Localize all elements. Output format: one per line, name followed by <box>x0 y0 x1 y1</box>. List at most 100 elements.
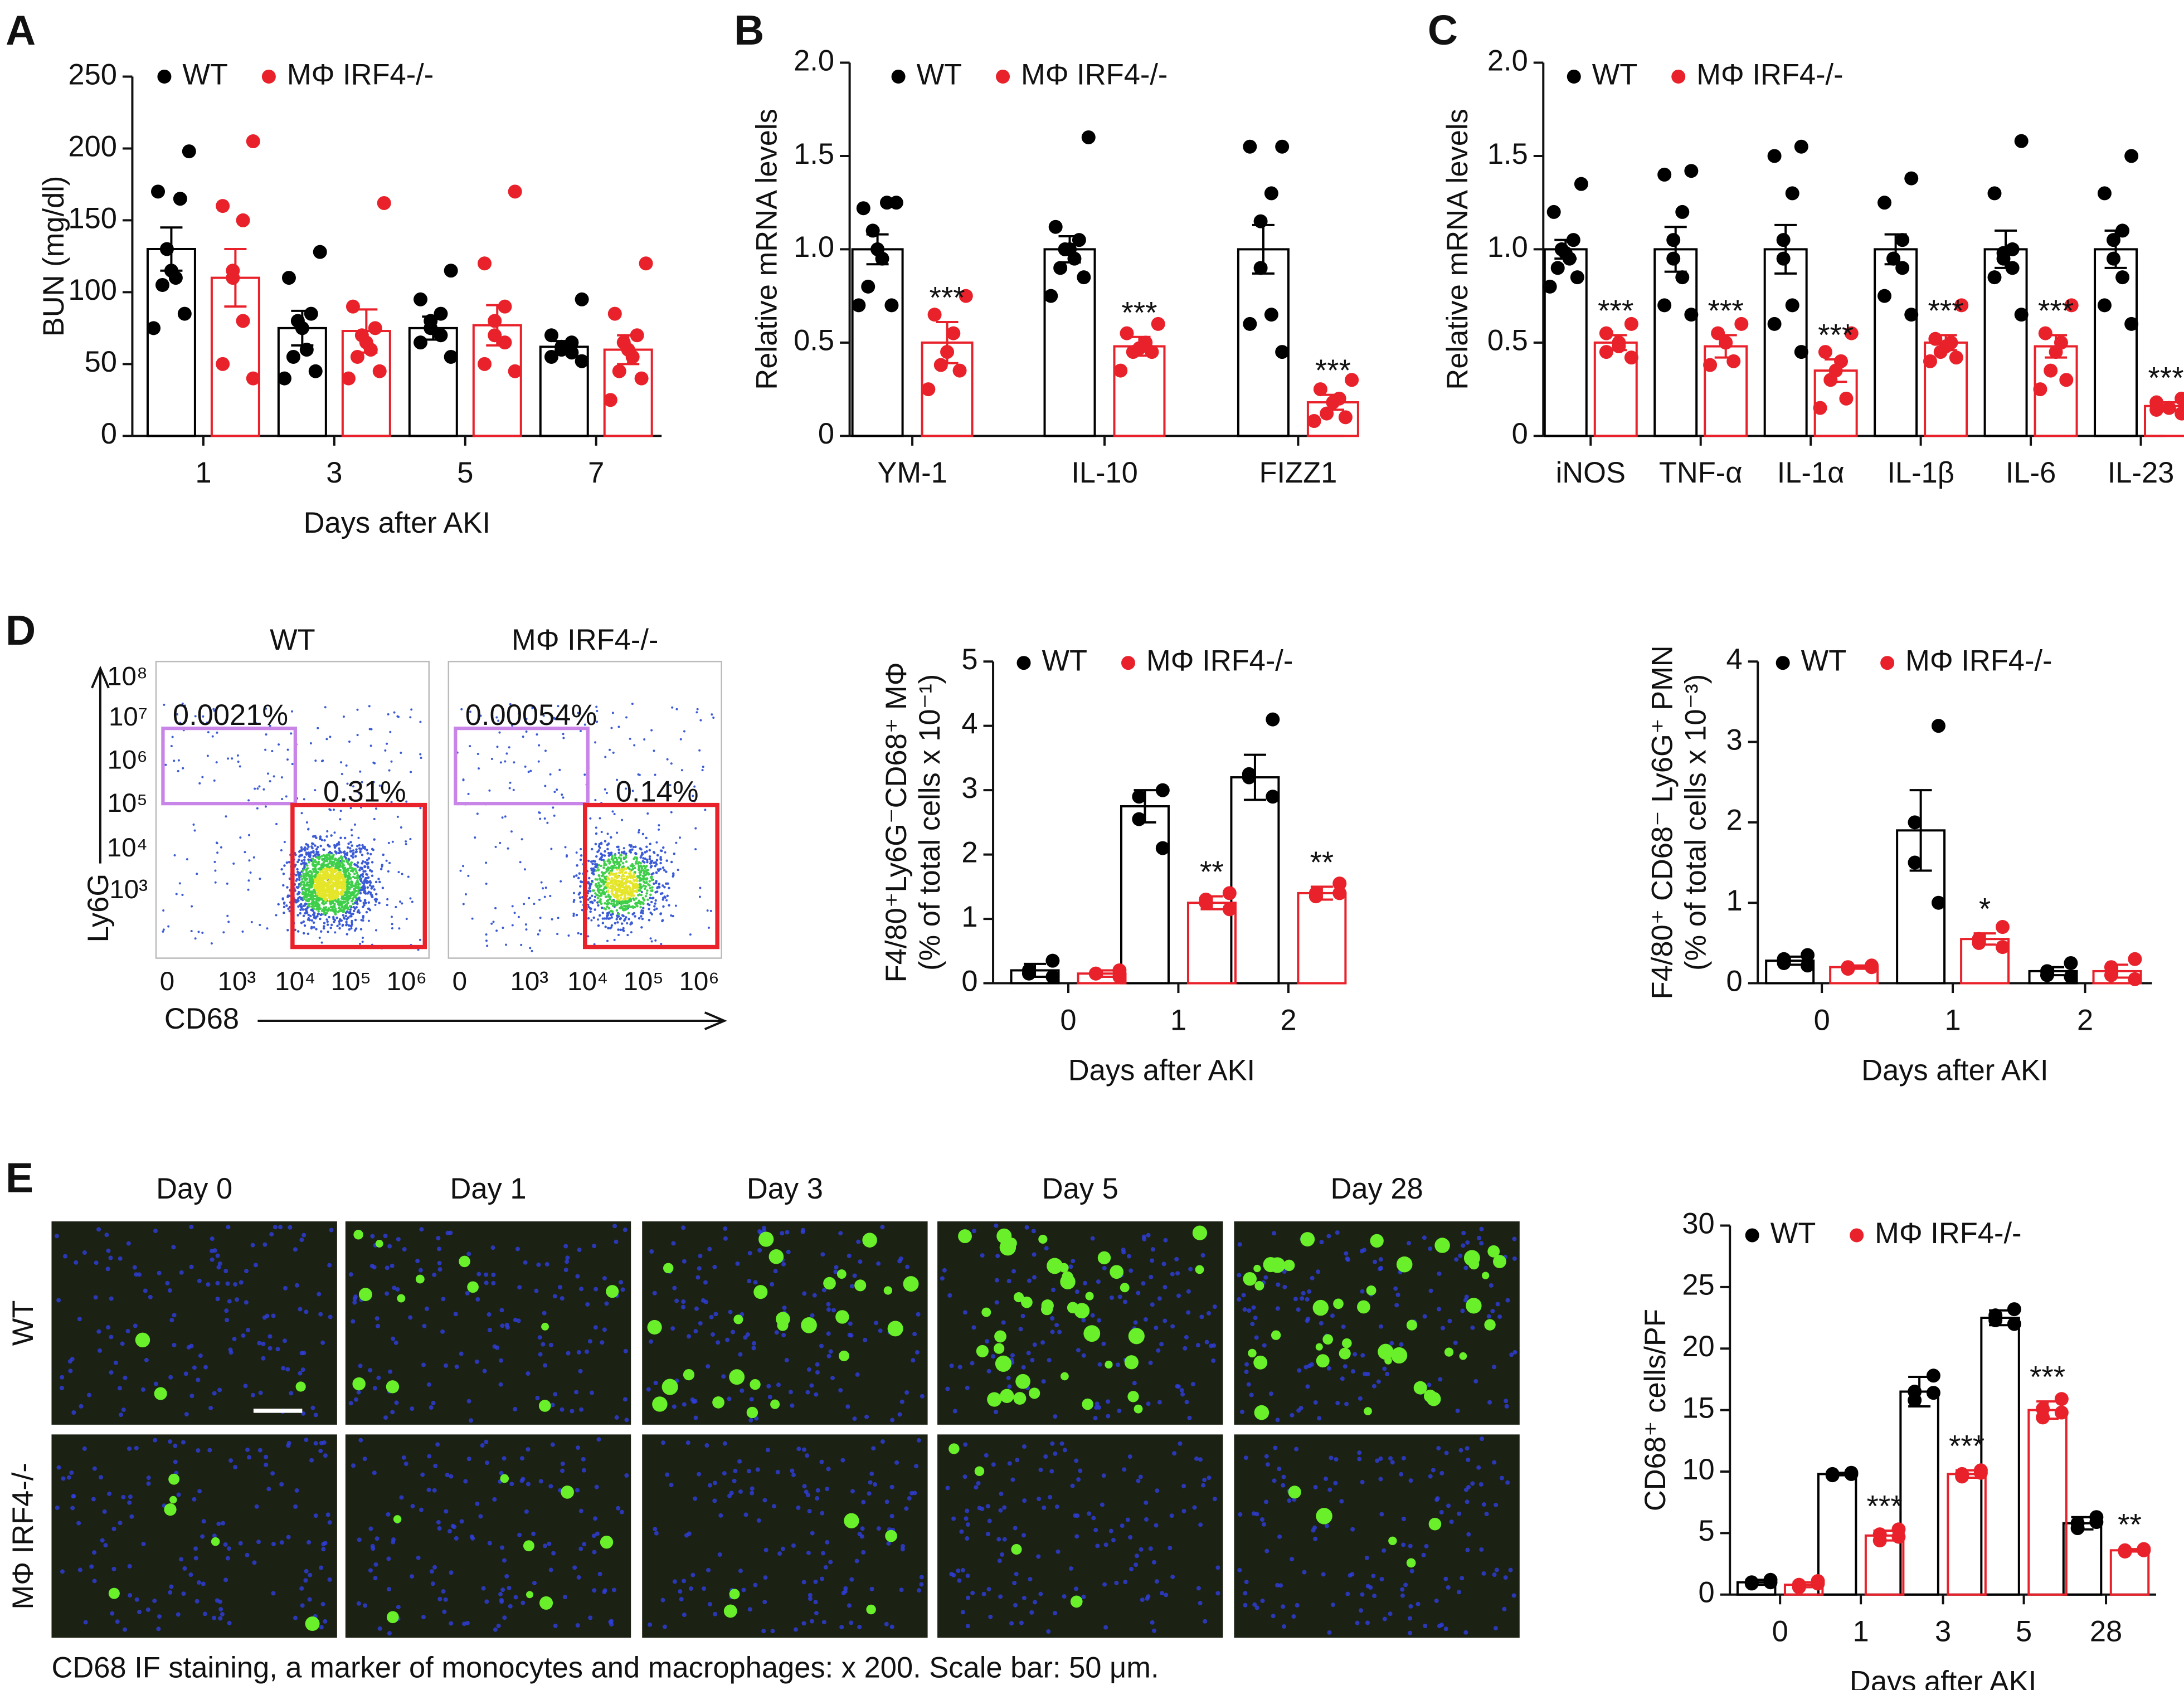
nucleus <box>1015 1458 1020 1463</box>
flow-dot <box>462 865 465 868</box>
nucleus <box>1180 1392 1185 1397</box>
nucleus <box>487 1312 492 1317</box>
flow-dot <box>330 877 333 880</box>
nucleus <box>300 1367 305 1372</box>
flow-dot <box>675 841 678 844</box>
data-point <box>1908 855 1922 870</box>
nucleus <box>526 1447 531 1452</box>
flow-dot <box>334 892 338 895</box>
data-point <box>1326 395 1340 410</box>
nucleus <box>146 1481 151 1486</box>
flow-dot <box>335 861 338 864</box>
flow-dot <box>322 854 325 857</box>
flow-dot <box>303 861 306 864</box>
significance: ** <box>2118 1507 2142 1542</box>
nucleus <box>1029 1610 1034 1615</box>
nucleus <box>1249 1392 1254 1397</box>
flow-dot <box>374 900 378 903</box>
nucleus <box>218 1607 223 1612</box>
data-point <box>1926 1368 1940 1383</box>
nucleus <box>227 1620 232 1625</box>
cd68-cell <box>903 1276 919 1292</box>
flow-dot <box>638 917 641 920</box>
arrow <box>91 665 110 864</box>
nucleus <box>672 1285 677 1290</box>
cd68-cell <box>467 1281 479 1293</box>
cd68-cell <box>1254 1280 1264 1290</box>
flow-dot <box>579 729 582 732</box>
flow-dot <box>622 908 625 912</box>
nucleus <box>484 1280 489 1285</box>
flow-dot <box>597 868 600 871</box>
nucleus <box>325 1512 330 1517</box>
nucleus <box>813 1600 818 1605</box>
flow-dot <box>350 885 353 889</box>
nucleus <box>985 1504 990 1509</box>
flow-dot <box>361 862 363 865</box>
nucleus <box>396 1605 401 1610</box>
flow-dot <box>308 855 310 858</box>
nucleus <box>1505 1298 1510 1303</box>
flow-dot <box>342 865 344 868</box>
flow-dot <box>351 900 353 903</box>
cd68-cell <box>1342 1338 1352 1348</box>
flow-dot <box>361 886 364 889</box>
flow-dot <box>607 842 610 845</box>
nucleus <box>1081 1353 1086 1358</box>
flow-dot <box>349 864 353 866</box>
nucleus <box>1151 1628 1156 1633</box>
flow-dot <box>362 905 364 908</box>
flow-dot <box>645 836 648 840</box>
nucleus <box>466 1399 471 1404</box>
flow-dot <box>607 907 611 910</box>
flow-dot <box>635 877 638 880</box>
flow-dot <box>614 888 616 891</box>
nucleus <box>770 1629 775 1634</box>
nucleus <box>278 1225 283 1230</box>
nucleus <box>1155 1488 1160 1493</box>
nucleus <box>123 1375 128 1380</box>
flow-dot <box>313 926 315 929</box>
nucleus <box>421 1362 426 1367</box>
nucleus <box>727 1396 732 1401</box>
flow-dot <box>671 706 674 709</box>
nucleus <box>1316 1269 1321 1274</box>
flow-dot <box>364 865 367 868</box>
flow-dot <box>353 929 357 932</box>
flow-dot <box>325 888 329 891</box>
nucleus <box>212 1391 217 1396</box>
nucleus <box>70 1357 75 1362</box>
flow-dot <box>314 835 317 838</box>
data-point <box>2064 970 2078 984</box>
flow-dot <box>630 921 633 924</box>
flow-dot <box>322 892 325 895</box>
bar <box>1297 892 1347 985</box>
flow-dot <box>364 870 367 873</box>
flow-dot <box>367 866 369 869</box>
data-point <box>1844 326 1859 340</box>
flow-dot <box>346 904 348 907</box>
nucleus <box>1254 1335 1259 1340</box>
flow-dot <box>410 708 413 711</box>
significance: *** <box>1708 293 1744 328</box>
data-point <box>1908 815 1922 830</box>
nucleus <box>92 1466 97 1471</box>
x-tick-label: 0 <box>1060 1004 1076 1036</box>
flow-dot <box>351 844 353 847</box>
flow-dot <box>244 851 246 854</box>
nucleus <box>374 1316 380 1321</box>
flow-dot <box>594 908 596 911</box>
nucleus <box>774 1330 779 1335</box>
nucleus <box>1149 1274 1154 1279</box>
nucleus <box>109 1296 114 1301</box>
nucleus <box>709 1314 714 1319</box>
flow-dot <box>640 869 643 872</box>
flow-dot <box>338 882 341 885</box>
nucleus <box>884 1499 889 1504</box>
cd68-cell <box>108 1587 120 1599</box>
nucleus <box>1437 1271 1442 1276</box>
nucleus <box>466 1457 471 1462</box>
flow-dot <box>343 850 346 853</box>
flow-dot <box>560 880 562 883</box>
flow-dot <box>539 817 542 820</box>
